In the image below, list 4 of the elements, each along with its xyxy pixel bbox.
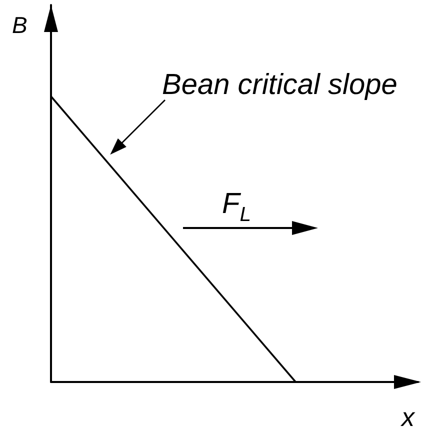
y-axis-title: B: [12, 12, 28, 38]
annotation: F$_{L}$: [222, 188, 251, 226]
annotation: Bean critical slope: [162, 69, 398, 101]
x-axis-title: x: [400, 402, 416, 431]
